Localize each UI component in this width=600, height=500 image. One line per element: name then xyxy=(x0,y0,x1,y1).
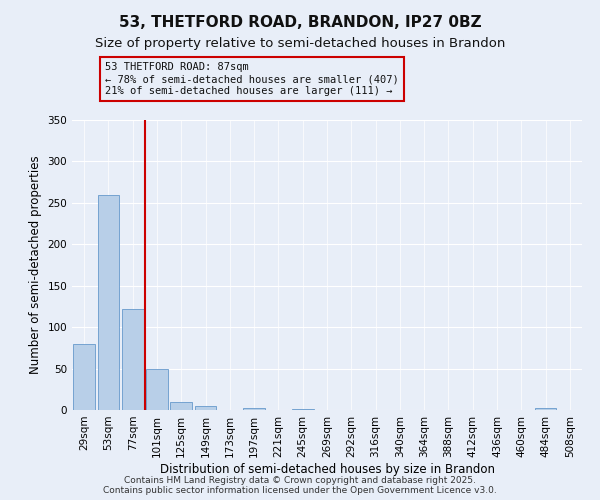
Bar xyxy=(73,344,95,410)
Bar xyxy=(146,370,168,410)
Bar xyxy=(170,402,192,410)
Text: 53, THETFORD ROAD, BRANDON, IP27 0BZ: 53, THETFORD ROAD, BRANDON, IP27 0BZ xyxy=(119,15,481,30)
Text: Size of property relative to semi-detached houses in Brandon: Size of property relative to semi-detach… xyxy=(95,38,505,51)
Bar xyxy=(194,406,217,410)
Bar xyxy=(292,409,314,410)
Bar xyxy=(97,194,119,410)
Bar xyxy=(535,408,556,410)
Bar xyxy=(122,309,143,410)
Y-axis label: Number of semi-detached properties: Number of semi-detached properties xyxy=(29,156,42,374)
Text: 53 THETFORD ROAD: 87sqm
← 78% of semi-detached houses are smaller (407)
21% of s: 53 THETFORD ROAD: 87sqm ← 78% of semi-de… xyxy=(105,62,399,96)
Bar xyxy=(243,408,265,410)
Text: Contains HM Land Registry data © Crown copyright and database right 2025.
Contai: Contains HM Land Registry data © Crown c… xyxy=(103,476,497,495)
X-axis label: Distribution of semi-detached houses by size in Brandon: Distribution of semi-detached houses by … xyxy=(160,462,494,475)
